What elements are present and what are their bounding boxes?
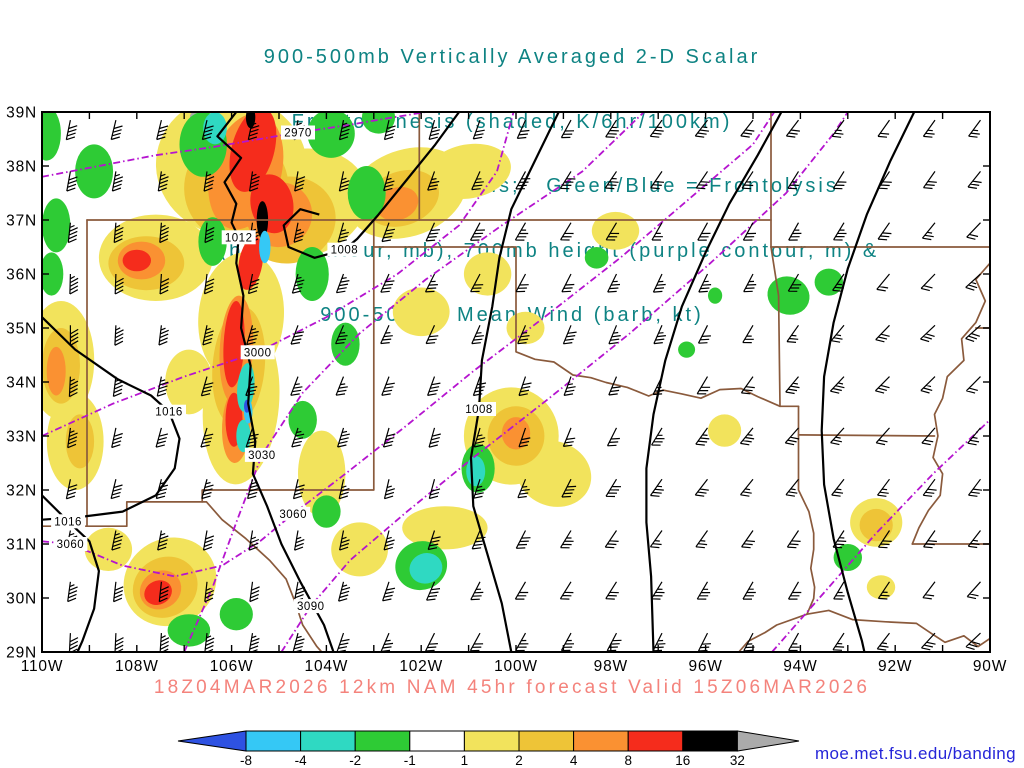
lon-tick-label: 96W: [688, 658, 722, 675]
colorbar-tick-label: -2: [349, 753, 361, 768]
colorbar-segment: [573, 730, 629, 752]
wind-barbs: [65, 119, 983, 652]
contour-value-label: 1012: [225, 232, 253, 244]
frontogenesis-shading: [42, 112, 903, 647]
lat-tick-label: 36N: [6, 267, 37, 284]
lat-tick-label: 33N: [6, 429, 37, 446]
height-contours-700mb: [42, 112, 990, 652]
mslp-contour-line: [42, 316, 181, 521]
map-frame: [41, 111, 991, 653]
colorbar-tick-label: -1: [404, 753, 416, 768]
colorbar-tick-label: 4: [570, 753, 578, 768]
lat-tick-label: 35N: [6, 321, 37, 338]
contour-labels: 1012 1008 1008 1016 1016 2970 3000 3030 3060 3060…: [51, 125, 496, 614]
contour-value-label: 3060: [279, 509, 307, 521]
forecast-caption: 18Z04MAR2026 12km NAM 45hr forecast Vali…: [153, 677, 871, 698]
colorbar-tick-label: 2: [515, 753, 523, 768]
colorbar-left-arrow: [177, 730, 247, 752]
lon-tick-label: 104W: [305, 658, 349, 675]
height-contour-line: [771, 419, 990, 652]
state-border-line: [797, 434, 936, 437]
lon-tick-label: 90W: [973, 658, 1007, 675]
mslp-contour-line: [645, 112, 783, 652]
colorbar: -8 -4 -2 -1 1 2 4 8 16 32: [177, 730, 800, 768]
height-contour-line: [42, 112, 515, 437]
state-border-line: [372, 246, 781, 408]
colorbar-segment: [245, 730, 302, 752]
height-contour-line: [183, 112, 645, 652]
lat-tick-label: 29N: [6, 645, 37, 662]
lat-tick-label: 34N: [6, 375, 37, 392]
height-contour-line: [42, 112, 427, 178]
colorbar-legend: -8 -4 -2 -1 1 2 4 8 16 32: [177, 730, 800, 768]
contour-value-label: 3060: [57, 539, 85, 551]
lon-tick-label: 92W: [878, 658, 912, 675]
colorbar-tick-label: -8: [240, 753, 252, 768]
credit-url: moe.met.fsu.edu/banding: [814, 744, 1016, 763]
lon-tick-label: 106W: [210, 658, 254, 675]
lon-tick-label: 100W: [494, 658, 538, 675]
colorbar-tick-label: 8: [624, 753, 632, 768]
mslp-contour-line: [820, 112, 916, 652]
state-border-line: [797, 405, 816, 616]
height-contour-line: [280, 112, 849, 652]
colorbar-segment: [463, 730, 520, 752]
contour-value-label: 1008: [465, 404, 493, 416]
colorbar-right-arrow: [736, 730, 800, 752]
colorbar-segment: [682, 730, 738, 752]
lon-tick-label: 110W: [21, 658, 64, 675]
colorbar-tick-label: 1: [461, 753, 469, 768]
lat-tick-label: 31N: [6, 537, 37, 554]
contour-value-label: 3090: [297, 601, 325, 613]
colorbar-segment: [354, 730, 411, 752]
colorbar-tick-label: 16: [675, 753, 690, 768]
lat-tick-label: 30N: [6, 591, 37, 608]
lon-tick-label: 102W: [399, 658, 443, 675]
state-borders: [42, 112, 990, 652]
contour-value-label: 1016: [54, 516, 82, 528]
lat-tick-label: 37N: [6, 213, 37, 230]
lat-tick-label: 32N: [6, 483, 37, 500]
contour-value-label: 1008: [331, 245, 359, 257]
mslp-contour-line: [216, 112, 335, 652]
height-contour-line: [42, 112, 776, 578]
colorbar-tick-label: 32: [730, 753, 745, 768]
lat-tick-label: 38N: [6, 159, 37, 176]
contour-value-label: 3030: [248, 450, 276, 462]
contour-value-label: 3000: [244, 347, 272, 359]
lon-tick-label: 108W: [115, 658, 159, 675]
colorbar-segment: [409, 730, 465, 752]
contour-value-label: 2970: [284, 128, 312, 140]
state-border-line: [42, 501, 323, 652]
lon-tick-label: 94W: [783, 658, 817, 675]
title-line-1: 900-500mb Vertically Averaged 2-D Scalar: [263, 46, 761, 68]
lon-tick-label: 98W: [594, 658, 628, 675]
mslp-contour-line: [469, 112, 560, 652]
colorbar-segment: [300, 730, 356, 752]
lat-tick-label: 39N: [6, 105, 37, 122]
colorbar-tick-label: -4: [295, 753, 307, 768]
colorbar-segment: [518, 730, 575, 752]
state-border-line: [737, 609, 990, 652]
colorbar-segment: [627, 730, 684, 752]
contour-value-label: 1016: [155, 407, 183, 419]
state-border-line: [911, 262, 990, 545]
